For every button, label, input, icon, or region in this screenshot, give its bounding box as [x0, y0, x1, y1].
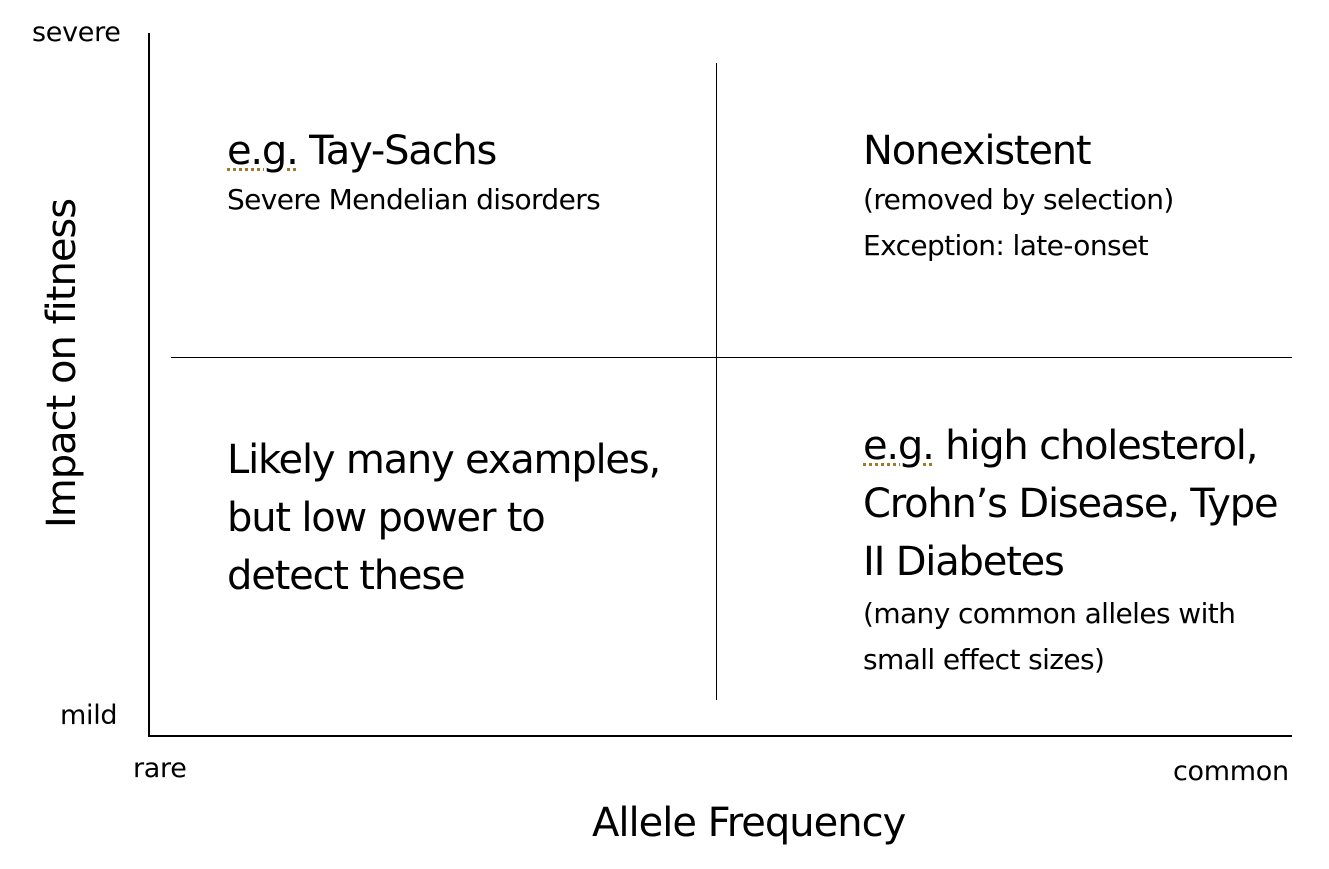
bottom-right-line2: Crohn’s Disease, Type — [863, 481, 1279, 527]
top-right-line2: Exception: late-onset — [863, 229, 1149, 262]
vertical-divider — [716, 63, 717, 700]
bottom-right-line1: e.g. high cholesterol, — [863, 417, 1258, 475]
horizontal-divider — [171, 357, 1292, 358]
x-axis-line — [148, 735, 1292, 737]
bottom-right-note2: small effect sizes) — [863, 643, 1105, 676]
top-left-title: e.g. Tay-Sachs — [227, 128, 497, 174]
bottom-left-line2: but low power to — [227, 495, 546, 541]
x-axis-common-label: common — [1173, 756, 1289, 787]
y-axis-mild-label: mild — [60, 700, 118, 731]
bottom-right-line3: II Diabetes — [863, 539, 1065, 585]
x-axis-rare-label: rare — [133, 753, 187, 784]
y-axis-title: Impact on fitness — [39, 198, 85, 528]
y-axis-line — [148, 33, 150, 737]
top-left-title-text: Tay-Sachs — [297, 128, 497, 174]
top-left-subtitle: Severe Mendelian disorders — [227, 183, 601, 216]
bottom-right-line1-text: high cholesterol, — [933, 423, 1258, 469]
top-left-eg: e.g. — [227, 128, 299, 174]
bottom-right-eg: e.g. — [863, 423, 935, 469]
x-axis-title: Allele Frequency — [592, 800, 906, 846]
bottom-right-note1: (many common alleles with — [863, 597, 1236, 630]
y-axis-severe-label: severe — [32, 17, 121, 48]
bottom-left-line3: detect these — [227, 553, 466, 599]
bottom-left-line1: Likely many examples, — [227, 437, 661, 483]
top-right-title: Nonexistent — [863, 128, 1092, 174]
top-right-line1: (removed by selection) — [863, 183, 1174, 216]
